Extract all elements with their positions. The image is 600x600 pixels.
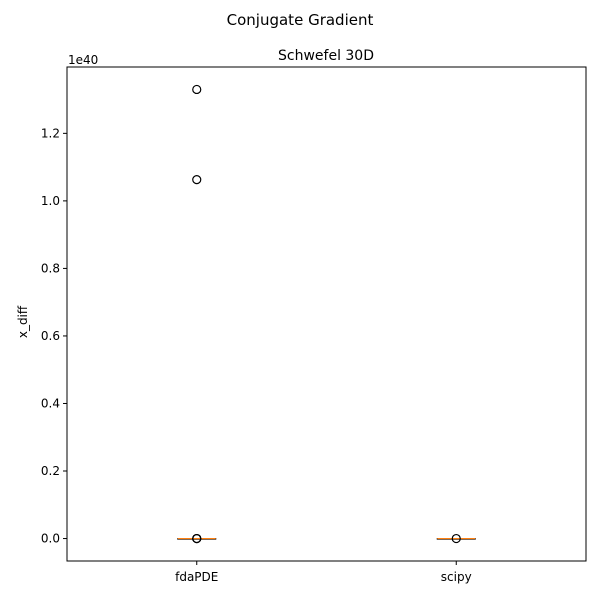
y-tick-label: 0.0 bbox=[41, 532, 60, 546]
x-tick-label: fdaPDE bbox=[175, 570, 218, 584]
y-tick-label: 0.6 bbox=[41, 329, 60, 343]
outlier-point bbox=[192, 533, 202, 544]
y-tick-label: 0.4 bbox=[41, 396, 60, 410]
axes-title: Schwefel 30D bbox=[278, 48, 374, 64]
y-offset-text: 1e40 bbox=[68, 53, 98, 67]
y-tick-label: 1.0 bbox=[41, 194, 60, 208]
x-tick-label: scipy bbox=[441, 570, 472, 584]
plot-area: 0.0 0.2 0.4 0.6 0.8 1.0 1.2 fdaPDE scipy bbox=[41, 84, 476, 584]
outlier-point bbox=[451, 533, 461, 544]
y-tick-label: 1.2 bbox=[41, 126, 60, 140]
outlier-point bbox=[192, 175, 202, 185]
outlier-point bbox=[192, 84, 202, 95]
y-tick-label: 0.2 bbox=[41, 464, 60, 478]
y-tick-label: 0.8 bbox=[41, 261, 60, 275]
figure-suptitle: Conjugate Gradient bbox=[227, 11, 374, 29]
y-axis-label: x_diff bbox=[16, 305, 30, 338]
axes-frame bbox=[66, 66, 587, 562]
